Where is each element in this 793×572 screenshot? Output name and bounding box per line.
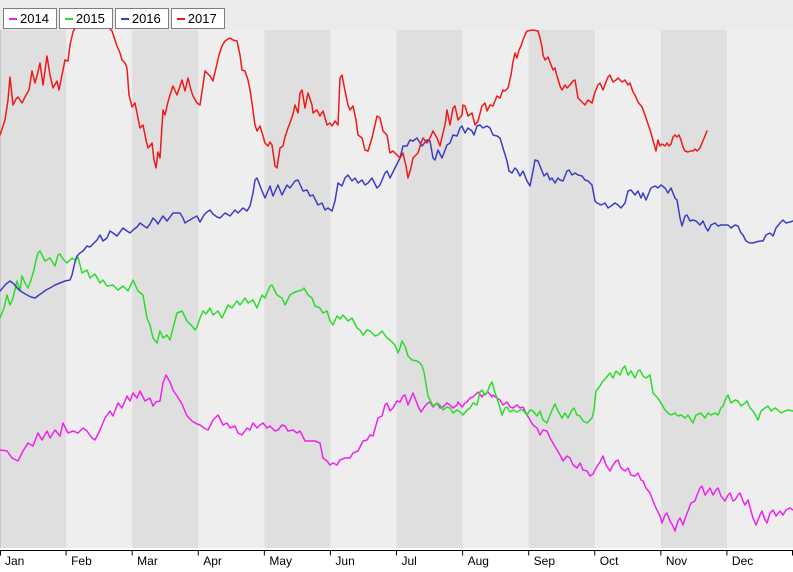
legend-label-2016: 2016 [131, 11, 161, 26]
legend-item-2017[interactable]: 2017 [170, 8, 225, 29]
legend-item-2016[interactable]: 2016 [114, 8, 169, 29]
month-band-dec [726, 30, 793, 548]
legend: 2014 2015 2016 2017 [3, 8, 225, 29]
month-band-aug [462, 30, 530, 548]
month-band-jan [0, 30, 67, 548]
series-line-2014 [0, 374, 793, 532]
x-axis-label-dec: Dec [732, 554, 753, 568]
x-axis-label-feb: Feb [71, 554, 92, 568]
x-axis-label-apr: Apr [203, 554, 222, 568]
series-line-2015 [0, 250, 793, 424]
x-axis-label-may: May [269, 554, 292, 568]
month-band-feb [66, 30, 133, 548]
legend-item-2014[interactable]: 2014 [3, 8, 57, 29]
x-axis-label-jul: Jul [402, 554, 417, 568]
series-line-2017 [0, 25, 708, 179]
x-axis-label-nov: Nov [666, 554, 687, 568]
x-axis-label-oct: Oct [600, 554, 619, 568]
legend-dash-2017 [176, 17, 185, 20]
x-axis-label-aug: Aug [468, 554, 489, 568]
legend-label-2014: 2014 [20, 11, 49, 26]
series-line-2016 [0, 124, 793, 299]
x-axis-label-mar: Mar [137, 554, 158, 568]
month-band-apr [198, 30, 265, 548]
month-band-jun [330, 30, 397, 548]
month-band-sep [528, 30, 596, 548]
x-axis-label-jan: Jan [5, 554, 24, 568]
legend-dash-2015 [64, 17, 73, 20]
legend-item-2015[interactable]: 2015 [58, 8, 113, 29]
legend-label-2017: 2017 [187, 11, 217, 26]
month-band-oct [594, 30, 662, 548]
legend-dash-2014 [9, 17, 17, 20]
x-axis-label-jun: Jun [335, 554, 354, 568]
month-band-nov [660, 30, 728, 548]
legend-label-2015: 2015 [75, 11, 105, 26]
month-band-mar [132, 30, 199, 548]
legend-dash-2016 [120, 17, 129, 20]
x-axis-label-sep: Sep [534, 554, 556, 568]
